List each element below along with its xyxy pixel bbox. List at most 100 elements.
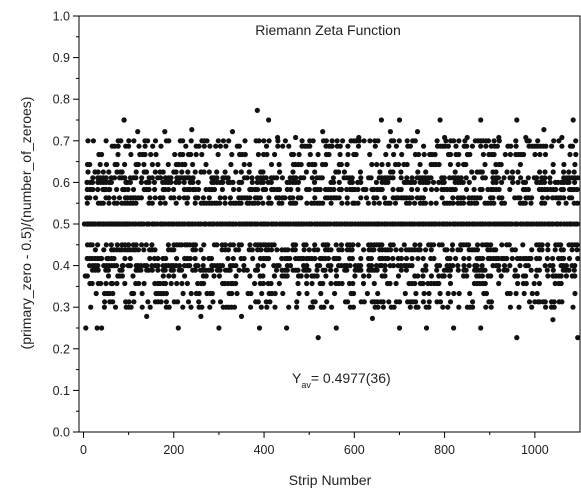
data-point	[380, 299, 386, 305]
data-point	[100, 169, 106, 175]
data-point	[111, 175, 118, 181]
data-point	[158, 175, 164, 181]
data-point	[295, 267, 301, 273]
data-point	[163, 290, 169, 297]
y-tick-label: 0.6	[53, 176, 70, 190]
data-point	[114, 161, 120, 168]
data-point	[515, 169, 521, 175]
data-point	[334, 138, 340, 144]
data-point	[413, 299, 419, 305]
data-point	[264, 304, 270, 310]
data-point	[180, 304, 186, 310]
data-point	[363, 186, 369, 193]
data-point	[349, 255, 355, 262]
data-point	[482, 161, 488, 168]
data-point	[125, 186, 131, 193]
data-point	[333, 273, 340, 279]
data-point	[550, 317, 556, 323]
data-point	[127, 263, 133, 269]
y-tick-label: 0.0	[53, 426, 70, 440]
data-point	[215, 151, 221, 158]
data-point	[358, 195, 364, 201]
data-point	[403, 267, 409, 273]
data-point	[566, 179, 572, 185]
data-point	[521, 290, 527, 297]
data-point	[206, 169, 212, 175]
data-point	[331, 186, 337, 193]
data-point	[268, 200, 274, 206]
data-point	[518, 175, 524, 181]
data-point	[573, 151, 579, 158]
data-point	[184, 200, 190, 206]
data-point	[149, 242, 155, 248]
data-point	[365, 200, 371, 206]
data-point	[420, 255, 426, 262]
data-point	[293, 175, 299, 181]
data-point	[534, 175, 540, 181]
data-point	[456, 151, 462, 158]
data-point	[130, 186, 137, 193]
data-point	[170, 267, 176, 273]
data-point	[550, 169, 556, 175]
data-point	[108, 242, 114, 248]
data-point	[242, 138, 248, 144]
data-point	[369, 161, 375, 168]
data-point	[488, 299, 495, 305]
data-point	[130, 273, 136, 279]
data-point	[314, 267, 320, 273]
data-point	[93, 195, 99, 201]
data-point	[175, 299, 181, 305]
data-point	[286, 304, 292, 310]
data-point	[336, 169, 342, 175]
data-point	[241, 161, 247, 168]
data-point	[85, 138, 91, 144]
y-tick-label: 0.8	[53, 93, 70, 107]
data-point	[256, 325, 263, 331]
data-point	[183, 143, 189, 149]
data-point	[229, 151, 235, 158]
data-point	[185, 169, 191, 175]
data-point	[280, 143, 286, 149]
data-point	[392, 200, 399, 206]
data-point	[491, 200, 497, 206]
data-point	[166, 273, 172, 279]
data-point	[99, 151, 105, 158]
data-point	[181, 179, 187, 185]
data-point	[390, 186, 396, 193]
data-point	[206, 195, 212, 201]
data-point	[539, 247, 545, 253]
x-tick-label: 1000	[521, 443, 549, 457]
data-point	[146, 179, 152, 185]
data-point	[179, 169, 185, 175]
data-point	[147, 195, 153, 201]
data-point	[230, 255, 236, 262]
data-point	[214, 169, 220, 175]
data-point	[474, 242, 481, 248]
data-point	[138, 267, 144, 273]
data-point	[288, 186, 294, 193]
data-point	[266, 138, 272, 144]
data-point	[182, 273, 188, 279]
data-point	[479, 169, 485, 175]
data-point	[200, 195, 206, 201]
data-point	[390, 263, 397, 269]
data-point	[99, 325, 105, 331]
data-point	[561, 161, 567, 168]
data-point	[176, 263, 183, 269]
data-point	[474, 200, 480, 206]
data-point	[318, 290, 324, 297]
data-point	[474, 247, 481, 253]
data-point	[158, 299, 164, 305]
data-point	[260, 200, 266, 206]
data-point	[268, 280, 274, 287]
data-point	[390, 169, 396, 175]
data-point	[391, 304, 397, 310]
data-point	[83, 325, 89, 331]
data-point	[128, 151, 134, 158]
data-point	[260, 169, 266, 175]
data-point	[397, 299, 403, 305]
data-point	[496, 138, 502, 144]
data-point	[147, 255, 153, 262]
data-point	[398, 255, 404, 262]
data-point	[521, 151, 527, 158]
